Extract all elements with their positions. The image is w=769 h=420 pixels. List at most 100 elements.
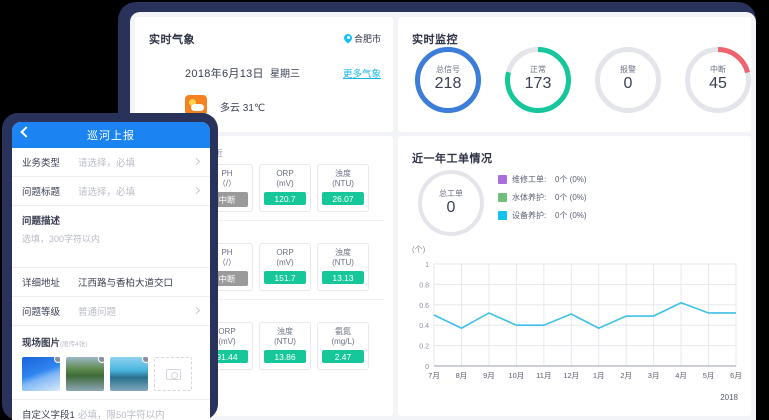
work-order-card: 近一年工单情况 总工单 0 维修工单: 0个 (0%) 水体养护: 0个 (0%… bbox=[398, 136, 751, 416]
svg-text:9月: 9月 bbox=[483, 371, 495, 380]
weather-card: 实时气象 合肥市 2018年6月13日 星期三 更多气象 多云 31℃ bbox=[135, 17, 393, 132]
metric-card-2[interactable]: 浊度 (NTU) 13.86 bbox=[259, 322, 311, 370]
metric-unit: （/） bbox=[217, 179, 237, 188]
description-placeholder: 选填，300字符以内 bbox=[22, 234, 101, 244]
svg-text:6月: 6月 bbox=[730, 371, 742, 380]
metric-card-2[interactable]: ORP (mV) 120.7 bbox=[259, 164, 311, 212]
donut-value: 0 bbox=[446, 199, 456, 216]
more-weather-link[interactable]: 更多气象 bbox=[342, 69, 381, 80]
total-work-order-donut: 总工单 0 bbox=[418, 170, 484, 236]
metric-label: ORP bbox=[276, 248, 294, 257]
description-label: 问题描述 bbox=[22, 216, 61, 227]
donut-label: 总工单 bbox=[439, 189, 463, 198]
svg-text:10月: 10月 bbox=[508, 371, 524, 380]
ring-gauge: 中断 45 bbox=[685, 47, 751, 113]
monitor-ring-3[interactable]: 中断 45 bbox=[676, 47, 756, 113]
svg-text:0: 0 bbox=[425, 364, 429, 371]
back-chevron-icon[interactable] bbox=[20, 126, 32, 138]
mobile-description-block[interactable]: 问题描述 选填，300字符以内 bbox=[12, 206, 210, 268]
mobile-level-row[interactable]: 问题等级 普通问题 bbox=[12, 297, 210, 326]
work-order-title: 近一年工单情况 bbox=[412, 153, 493, 165]
ring-label: 正常 bbox=[530, 65, 546, 74]
metric-value: 2.47 bbox=[322, 350, 364, 363]
monitor-ring-group: 总信号 218 正常 173 报警 0 中断 45 bbox=[406, 47, 756, 113]
add-photo-button[interactable] bbox=[154, 357, 192, 391]
metric-card-3[interactable]: 浊度 (NTU) 13.13 bbox=[317, 243, 369, 291]
photo-thumb-1[interactable] bbox=[66, 357, 104, 391]
metric-unit: (NTU) bbox=[274, 337, 296, 346]
photo-thumb-2[interactable] bbox=[110, 357, 148, 391]
metric-unit: (mV) bbox=[276, 258, 294, 267]
field-label: 问题标题 bbox=[22, 187, 61, 198]
weather-location[interactable]: 合肥市 bbox=[344, 32, 381, 45]
legend-name: 设备养护: bbox=[512, 211, 547, 220]
metric-unit: (mV) bbox=[218, 337, 236, 346]
monitor-ring-0[interactable]: 总信号 218 bbox=[406, 47, 490, 113]
metric-label: ORP bbox=[218, 327, 236, 336]
mobile-custom-field-0[interactable]: 自定义字段1 必填，限50字符以内 bbox=[12, 400, 210, 420]
level-value: 普通问题 bbox=[78, 307, 117, 318]
svg-text:12月: 12月 bbox=[563, 371, 579, 380]
field-value: 请选择，必填 bbox=[78, 187, 136, 198]
metric-label: 浊度 bbox=[277, 327, 293, 336]
metric-card-3[interactable]: 氨氮 (mg/L) 2.47 bbox=[317, 322, 369, 370]
weather-weekday: 星期三 bbox=[270, 69, 300, 80]
legend-swatch bbox=[498, 193, 507, 202]
chart-unit-label: (个) bbox=[412, 245, 426, 254]
mobile-header: 巡河上报 bbox=[12, 122, 210, 148]
legend-item-0[interactable]: 维修工单: 0个 (0%) bbox=[498, 174, 587, 185]
metric-card-2[interactable]: ORP (mV) 151.7 bbox=[259, 243, 311, 291]
metric-value: 120.7 bbox=[264, 192, 306, 205]
monitor-ring-1[interactable]: 正常 173 bbox=[496, 47, 580, 113]
legend-value: 0个 (0%) bbox=[555, 175, 587, 184]
legend-item-1[interactable]: 水体养护: 0个 (0%) bbox=[498, 192, 587, 203]
chart-year-label: 2018 bbox=[720, 393, 738, 402]
divider bbox=[143, 220, 385, 221]
camera-icon bbox=[165, 368, 181, 380]
svg-text:8月: 8月 bbox=[456, 371, 468, 380]
custom-field-label: 自定义字段1 bbox=[22, 410, 75, 420]
ring-gauge: 总信号 218 bbox=[415, 47, 481, 113]
metric-card-3[interactable]: 浊度 (NTU) 26.07 bbox=[317, 164, 369, 212]
ring-value: 173 bbox=[524, 75, 552, 92]
ring-label: 中断 bbox=[710, 65, 726, 74]
remove-photo-icon[interactable] bbox=[54, 357, 60, 363]
metric-unit: （/） bbox=[217, 258, 237, 267]
metric-unit: (mg/L) bbox=[331, 337, 355, 346]
svg-text:0.8: 0.8 bbox=[419, 282, 429, 289]
work-order-line-chart: 0 0.2 0.4 0.6 0.8 1 7月 8月 9月 10月 11月 12月 1月 2月 3月 4月 5月 6… bbox=[406, 254, 744, 404]
photo-thumb-0[interactable] bbox=[22, 357, 60, 391]
metric-value: 13.13 bbox=[322, 271, 364, 284]
remove-photo-icon[interactable] bbox=[98, 357, 104, 363]
mobile-field-1[interactable]: 问题标题 请选择，必填 bbox=[12, 177, 210, 206]
svg-text:0.6: 0.6 bbox=[419, 303, 429, 310]
legend-item-2[interactable]: 设备养护: 0个 (0%) bbox=[498, 210, 587, 221]
weather-condition-text: 多云 bbox=[220, 103, 240, 114]
monitor-ring-2[interactable]: 报警 0 bbox=[586, 47, 670, 113]
metric-value: 13.86 bbox=[264, 350, 306, 363]
mobile-field-0[interactable]: 业务类型 请选择，必填 bbox=[12, 148, 210, 177]
svg-text:0.4: 0.4 bbox=[419, 323, 429, 330]
weather-temperature: 31℃ bbox=[242, 103, 266, 114]
svg-text:1: 1 bbox=[425, 262, 429, 269]
svg-text:4月: 4月 bbox=[675, 371, 687, 380]
dashboard-board: 实时气象 合肥市 2018年6月13日 星期三 更多气象 多云 31℃ 污水处理… bbox=[130, 12, 756, 420]
metric-label: 浊度 bbox=[335, 248, 351, 257]
map-pin-icon bbox=[344, 34, 352, 44]
svg-text:2月: 2月 bbox=[620, 371, 632, 380]
chevron-right-icon bbox=[192, 186, 201, 195]
sun-shape bbox=[189, 99, 196, 106]
svg-text:3月: 3月 bbox=[648, 371, 660, 380]
ring-value: 0 bbox=[623, 75, 633, 92]
metric-label: PH bbox=[221, 169, 233, 178]
mobile-report-panel: 巡河上报 业务类型 请选择，必填 问题标题 请选择，必填 问题描述 选填，300… bbox=[12, 122, 210, 420]
weather-title: 实时气象 bbox=[149, 34, 195, 46]
remove-photo-icon[interactable] bbox=[142, 357, 148, 363]
svg-text:11月: 11月 bbox=[536, 371, 551, 380]
metric-unit: (mV) bbox=[276, 179, 294, 188]
mobile-address-row[interactable]: 详细地址 江西路与香柏大道交口 bbox=[12, 268, 210, 297]
chevron-right-icon bbox=[192, 306, 201, 315]
ring-gauge: 报警 0 bbox=[595, 47, 661, 113]
legend-swatch bbox=[498, 175, 507, 184]
chevron-right-icon bbox=[192, 157, 201, 166]
